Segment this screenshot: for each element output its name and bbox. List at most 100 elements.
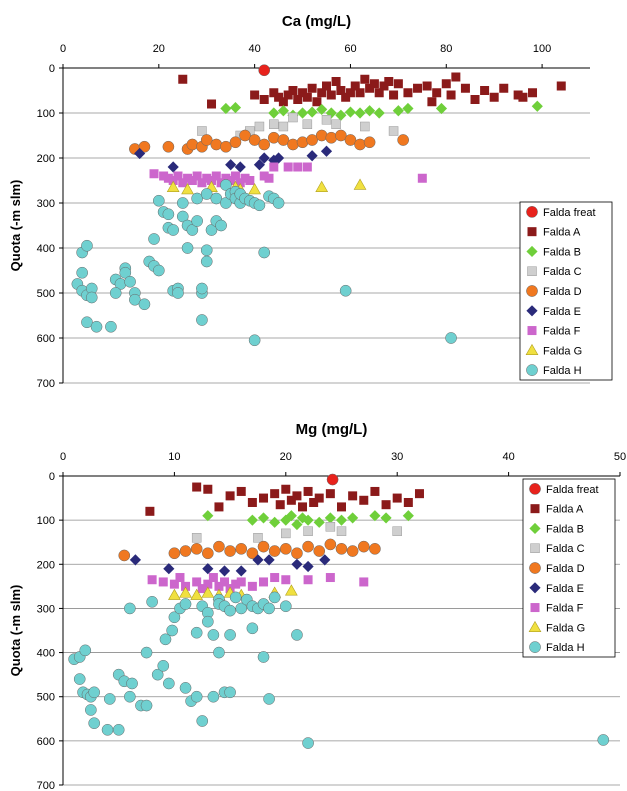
- data-point: [124, 275, 136, 288]
- data-point: [314, 493, 324, 503]
- data-point: [220, 140, 232, 153]
- data-point: [236, 486, 246, 496]
- data-point: [302, 162, 312, 172]
- data-point: [224, 604, 236, 617]
- data-point: [253, 199, 266, 212]
- data-point: [197, 126, 207, 136]
- data-point: [258, 64, 271, 77]
- y-tick-label: 700: [37, 378, 55, 390]
- data-point: [191, 215, 203, 227]
- data-point: [253, 159, 266, 171]
- data-point: [513, 90, 523, 100]
- data-point: [309, 497, 319, 507]
- data-point: [335, 109, 347, 121]
- data-point: [124, 690, 136, 703]
- data-point: [325, 131, 338, 144]
- data-point: [270, 489, 280, 499]
- y-tick-label: 300: [37, 198, 55, 210]
- data-point: [291, 629, 303, 641]
- data-point: [134, 147, 146, 160]
- data-point: [291, 518, 303, 531]
- data-point: [281, 575, 291, 585]
- data-point: [167, 224, 180, 236]
- data-point: [298, 502, 308, 512]
- data-point: [148, 233, 160, 245]
- data-point: [210, 138, 223, 151]
- data-point: [101, 723, 114, 736]
- data-point: [149, 169, 159, 179]
- legend-marker: [530, 603, 540, 613]
- y-tick-label: 600: [37, 333, 55, 345]
- series-falda-a: [178, 72, 566, 109]
- data-point: [315, 180, 329, 192]
- data-point: [163, 173, 173, 183]
- data-point: [427, 97, 437, 107]
- data-point: [269, 162, 279, 172]
- data-point: [403, 88, 413, 98]
- data-point: [359, 495, 369, 505]
- data-point: [129, 293, 141, 306]
- data-point: [163, 677, 175, 690]
- legend-label: Falda freat: [546, 484, 599, 496]
- legend-label: Falda G: [546, 622, 585, 634]
- data-point: [344, 106, 357, 118]
- data-point: [499, 83, 509, 93]
- legend-label: Falda D: [543, 286, 582, 298]
- y-tick-label: 400: [37, 243, 55, 255]
- data-point: [306, 134, 318, 146]
- data-point: [277, 134, 290, 146]
- data-point: [126, 677, 138, 690]
- data-point: [324, 538, 337, 551]
- data-point: [275, 500, 285, 510]
- data-point: [159, 171, 169, 181]
- x-tick-label: 20: [280, 451, 292, 463]
- data-point: [220, 577, 230, 587]
- data-point: [247, 581, 257, 591]
- data-point: [158, 577, 168, 587]
- data-point: [335, 129, 347, 142]
- y-tick-label: 600: [37, 736, 55, 748]
- y-tick-label: 400: [37, 648, 55, 660]
- data-point: [344, 134, 357, 146]
- legend-label: Falda E: [543, 306, 581, 318]
- data-point: [201, 586, 215, 598]
- data-point: [138, 298, 151, 311]
- data-point: [263, 554, 275, 566]
- series-falda-f: [149, 162, 427, 188]
- data-point: [259, 577, 269, 587]
- legend-label: Falda B: [543, 246, 581, 258]
- data-point: [129, 554, 141, 566]
- data-point: [172, 287, 184, 299]
- data-point: [257, 540, 270, 553]
- data-point: [159, 633, 172, 646]
- data-point: [213, 540, 225, 553]
- data-point: [259, 171, 269, 181]
- data-point: [202, 510, 214, 522]
- legend-marker: [530, 543, 540, 553]
- data-point: [354, 107, 366, 119]
- series-falda-b: [202, 507, 537, 531]
- data-point: [191, 533, 202, 543]
- series-falda-freat: [258, 64, 271, 77]
- data-point: [307, 83, 317, 93]
- data-point: [379, 81, 389, 91]
- data-point: [403, 497, 413, 507]
- data-point: [556, 81, 566, 91]
- data-point: [235, 565, 247, 577]
- data-point: [240, 173, 250, 183]
- data-point: [269, 88, 279, 98]
- y-tick-label: 0: [49, 471, 55, 483]
- data-point: [441, 79, 451, 89]
- data-point: [168, 611, 181, 624]
- data-point: [196, 282, 208, 295]
- data-point: [363, 136, 376, 149]
- data-point: [321, 115, 332, 125]
- y-tick-label: 500: [37, 692, 55, 704]
- data-point: [179, 598, 192, 610]
- y-axis-label: Quota (-m slm): [8, 180, 23, 272]
- data-point: [319, 554, 331, 566]
- data-point: [451, 72, 461, 82]
- data-point: [181, 242, 194, 254]
- data-point: [248, 334, 261, 347]
- data-point: [283, 90, 293, 100]
